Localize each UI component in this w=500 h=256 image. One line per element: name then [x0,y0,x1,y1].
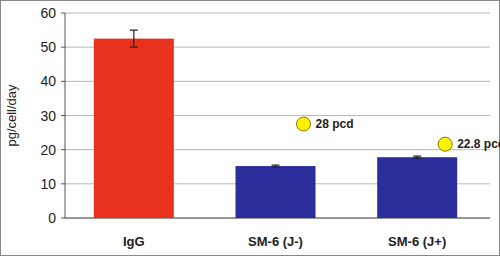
error-bar [272,165,280,167]
bar [94,39,174,218]
y-tick-label: 20 [40,142,56,158]
y-tick-label: 50 [40,39,56,55]
y-tick [61,13,65,14]
y-tick [61,218,65,219]
y-tick [61,81,65,82]
plot-area [94,30,457,218]
error-bar [130,30,138,47]
y-tick [61,115,65,116]
y-tick [61,47,65,48]
y-tick [61,183,65,184]
x-tick-label: SM-6 (J-) [248,234,303,249]
frame [1,1,500,256]
y-tick-label: 40 [40,73,56,89]
y-axis [65,13,66,218]
grid-line [65,13,490,14]
y-tick-label: 60 [40,5,56,21]
bar [377,157,457,218]
annotation: 22.8 pcd [457,137,500,151]
y-tick-label: 10 [40,176,56,192]
chart: 0 10 20 30 40 50 60 pg/cell/day IgG SM-6 (J-) SM-6… [0,0,500,256]
x-tick-label: SM-6 (J+) [388,234,446,249]
bar [236,166,316,218]
annotation-marker [297,117,311,131]
y-tick [61,149,65,150]
annotation: 28 pcd [316,117,354,131]
x-tick-label: IgG [123,234,145,249]
y-tick-label: 30 [40,108,56,124]
chart-container: 0 10 20 30 40 50 60 pg/cell/day IgG SM-6 (J-) SM-6… [0,0,500,256]
y-axis-label: pg/cell/day [4,84,19,147]
error-bar [413,156,421,158]
y-tick-label: 0 [48,210,56,226]
annotation-marker [438,137,452,151]
